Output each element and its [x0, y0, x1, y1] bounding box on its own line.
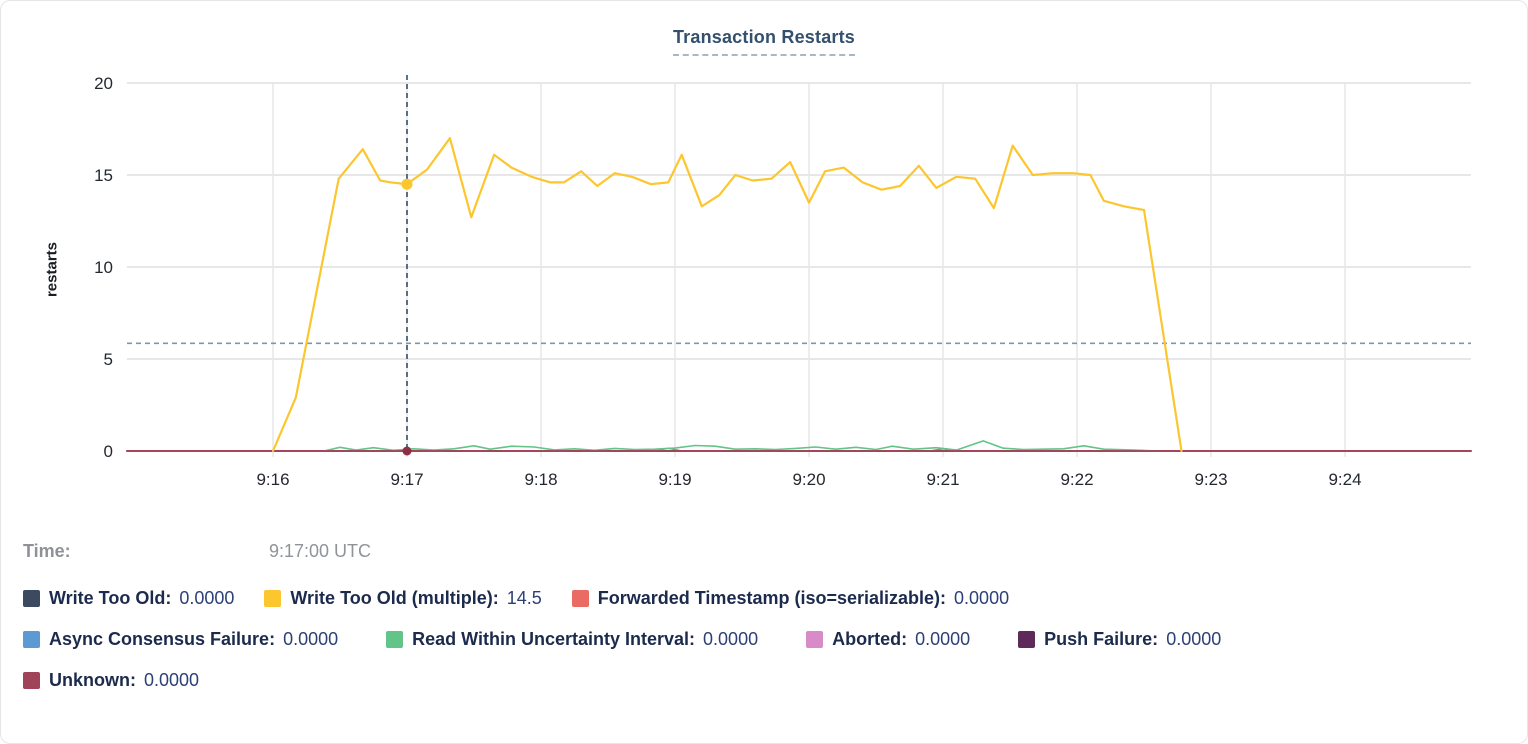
crosshair-dot [401, 178, 413, 190]
legend-series-name: Read Within Uncertainty Interval: [412, 629, 696, 649]
x-tick-label: 9:23 [1194, 470, 1227, 489]
hover-readout: Time: 9:17:00 UTC Write Too Old: 0.0000 Wri… [1, 541, 1527, 691]
y-axis-label: restarts [43, 241, 61, 298]
y-tick-label: 15 [94, 166, 113, 185]
y-tick-label: 10 [94, 258, 113, 277]
x-tick-label: 9:22 [1060, 470, 1093, 489]
legend-item-push-failure: Push Failure: 0.0000 [1018, 629, 1221, 650]
transaction-restarts-chart[interactable]: 9:16 9:17 9:18 9:19 9:20 9:21 9:22 9:23 9:24 0 5 10… [1, 61, 1528, 511]
legend-item-unknown: Unknown: 0.0000 [23, 670, 199, 691]
crosshair-dot [402, 446, 412, 456]
series-color-swatch [1018, 631, 1036, 648]
legend-row: Unknown: 0.0000 [23, 670, 1527, 691]
series-color-swatch [264, 590, 282, 607]
series-line-write-too-old-multiple [271, 137, 1183, 453]
series-line-read-within-uncertainty-interval [323, 440, 1159, 452]
series-legend: Write Too Old: 0.0000 Write Too Old (multi… [23, 588, 1527, 691]
legend-row: Write Too Old: 0.0000 Write Too Old (multi… [23, 588, 1527, 609]
legend-series-name: Push Failure: [1044, 629, 1159, 649]
legend-series-name: Aborted: [832, 629, 908, 649]
legend-item-write-too-old-multiple: Write Too Old (multiple): 14.5 [264, 588, 542, 609]
legend-item-write-too-old: Write Too Old: 0.0000 [23, 588, 234, 609]
time-row: Time: 9:17:00 UTC [23, 541, 1527, 562]
series-color-swatch [806, 631, 824, 648]
x-tick-label: 9:18 [524, 470, 557, 489]
legend-series-value: 0.0000 [283, 629, 339, 649]
legend-series-value: 0.0000 [915, 629, 971, 649]
x-tick-label: 9:21 [926, 470, 959, 489]
legend-series-value: 0.0000 [144, 670, 200, 690]
legend-row: Async Consensus Failure: 0.0000 Read Withi… [23, 629, 1527, 650]
legend-series-value: 0.0000 [703, 629, 759, 649]
series-color-swatch [23, 631, 40, 648]
y-tick-label: 20 [94, 74, 113, 93]
legend-series-value: 0.0000 [179, 588, 235, 608]
chart-area: restarts 9:16 9:17 9:18 9:19 9:20 9:21 9:22 9:2… [1, 61, 1528, 511]
chart-title[interactable]: Transaction Restarts [672, 27, 856, 56]
legend-series-name: Write Too Old (multiple): [290, 588, 499, 608]
time-label: Time: [23, 541, 71, 561]
legend-series-name: Forwarded Timestamp (iso=serializable): [597, 588, 947, 608]
legend-series-name: Unknown: [49, 670, 136, 690]
legend-item-forwarded-timestamp-iso-serializable: Forwarded Timestamp (iso=serializable): 0… [571, 588, 1010, 609]
series-color-swatch [386, 631, 404, 648]
legend-series-value: 0.0000 [954, 588, 1010, 608]
series-color-swatch [23, 672, 40, 689]
legend-series-name: Write Too Old: [49, 588, 172, 608]
legend-series-value: 0.0000 [1166, 629, 1222, 649]
x-tick-label: 9:19 [658, 470, 691, 489]
time-value: 9:17:00 UTC [269, 541, 372, 561]
y-tick-label: 0 [104, 442, 113, 461]
legend-series-name: Async Consensus Failure: [49, 629, 276, 649]
series-color-swatch [571, 590, 589, 607]
legend-item-read-within-uncertainty-interval: Read Within Uncertainty Interval: 0.0000 [386, 629, 758, 650]
x-tick-label: 9:16 [256, 470, 289, 489]
series-color-swatch [23, 590, 40, 607]
x-tick-label: 9:17 [390, 470, 423, 489]
chart-header: Transaction Restarts [1, 1, 1527, 61]
x-tick-label: 9:20 [792, 470, 825, 489]
y-tick-label: 5 [104, 350, 113, 369]
legend-series-value: 14.5 [506, 588, 542, 608]
x-tick-label: 9:24 [1328, 470, 1361, 489]
legend-item-aborted: Aborted: 0.0000 [806, 629, 970, 650]
legend-item-async-consensus-failure: Async Consensus Failure: 0.0000 [23, 629, 338, 650]
